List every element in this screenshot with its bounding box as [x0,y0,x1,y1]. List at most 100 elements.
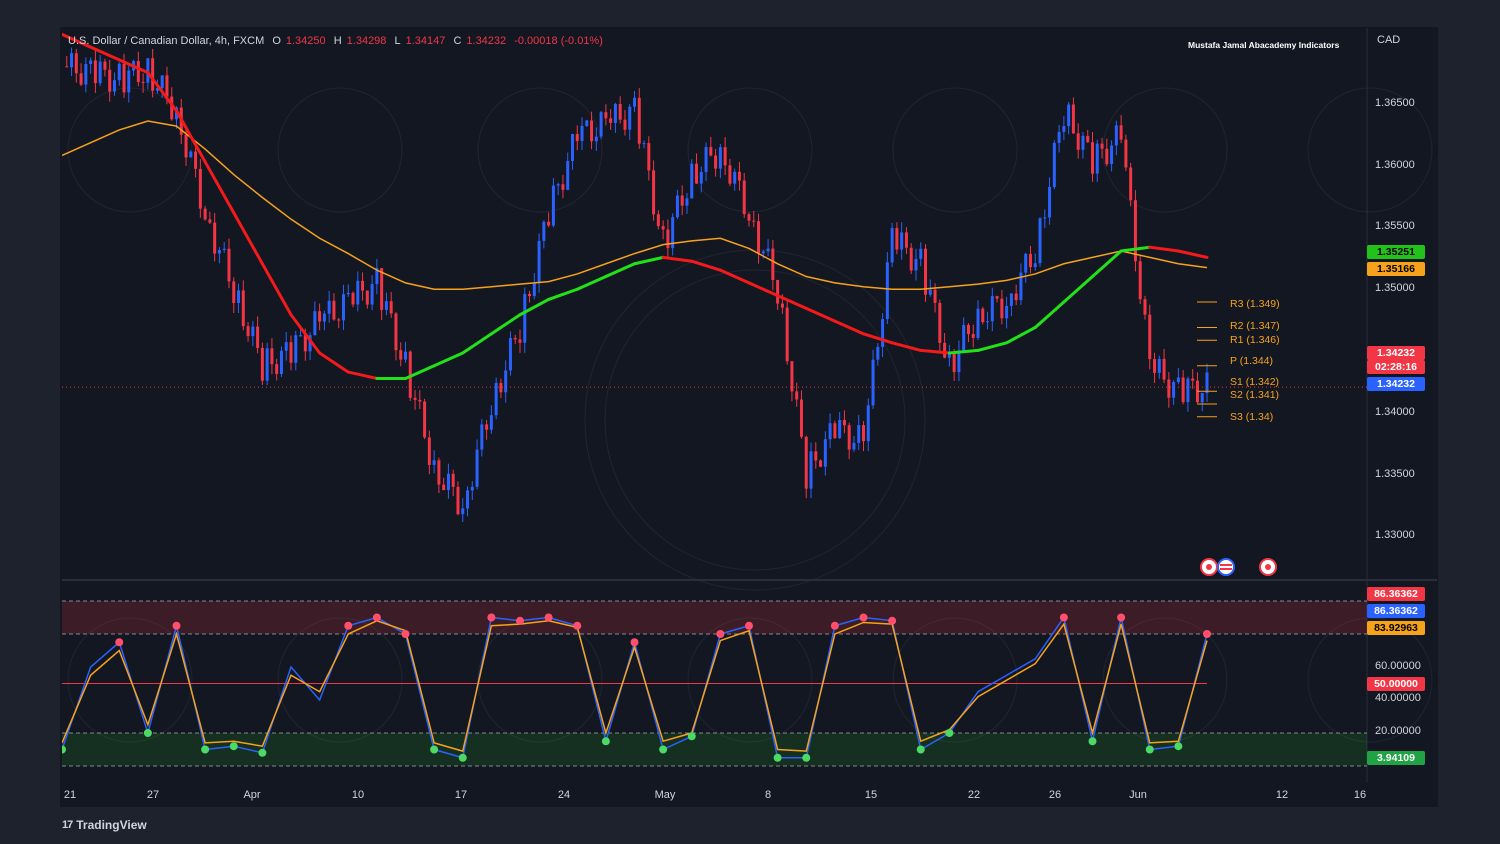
candle[interactable] [613,104,617,123]
oversold-dot[interactable] [601,737,610,746]
candle[interactable] [337,319,341,321]
candle[interactable] [308,335,312,352]
candle[interactable] [666,229,670,249]
overbought-dot[interactable] [115,638,124,647]
flag-icon-canada-2[interactable] [1259,558,1277,576]
ma-trend-segment[interactable] [260,262,293,317]
candle[interactable] [189,151,193,158]
ma-trend-segment[interactable] [404,364,436,380]
oversold-dot[interactable] [1174,742,1183,751]
candle[interactable] [1071,104,1075,134]
candle[interactable] [1076,133,1080,150]
price-pane[interactable] [62,32,1367,523]
candle[interactable] [957,350,961,373]
candle[interactable] [866,405,870,442]
candle[interactable] [1129,167,1133,201]
candle[interactable] [924,248,928,295]
candle[interactable] [847,425,851,450]
candle[interactable] [943,342,947,358]
candle[interactable] [566,160,570,190]
candle[interactable] [585,120,589,126]
ma-trend-segment[interactable] [718,268,751,285]
candle[interactable] [881,319,885,347]
overbought-dot[interactable] [716,630,725,638]
candle[interactable] [499,382,503,393]
candle[interactable] [695,163,699,184]
overbought-dot[interactable] [487,613,496,622]
candle[interactable] [857,425,861,443]
overbought-dot[interactable] [573,621,582,630]
candle[interactable] [270,348,274,365]
candle[interactable] [647,143,651,171]
candle[interactable] [389,301,393,314]
ma-trend-segment[interactable] [518,297,551,317]
candle[interactable] [1024,253,1028,273]
candle[interactable] [819,460,823,467]
candle[interactable] [752,220,756,222]
candle[interactable] [489,415,493,430]
ma-trend-segment[interactable] [1062,275,1094,304]
candle[interactable] [423,401,427,438]
candle[interactable] [1157,358,1161,373]
candle[interactable] [1009,293,1013,306]
candle[interactable] [852,442,856,450]
candle[interactable] [1176,377,1180,383]
candle[interactable] [427,437,431,465]
candle[interactable] [919,248,923,259]
candle[interactable] [761,251,765,254]
symbol-title[interactable]: U.S. Dollar / Canadian Dollar, 4h, FXCM [68,35,265,47]
overbought-dot[interactable] [859,613,868,622]
candle[interactable] [714,155,718,169]
candle[interactable] [1133,200,1137,262]
candle[interactable] [222,248,226,250]
ma-trend-segment[interactable] [489,313,522,336]
candle[interactable] [561,184,565,190]
ma-trend-segment[interactable] [976,341,1009,352]
ma-trend-segment[interactable] [947,348,980,355]
candle[interactable] [628,106,632,130]
candle[interactable] [227,248,231,282]
candle[interactable] [1081,135,1085,150]
candle[interactable] [1143,299,1147,315]
candle[interactable] [556,184,560,186]
candle[interactable] [537,240,541,283]
candle[interactable] [475,449,479,487]
oscillator-pane[interactable] [58,600,1367,767]
ma-trend-segment[interactable] [547,287,579,301]
oversold-dot[interactable] [201,745,210,754]
candle[interactable] [1086,135,1090,143]
ma-trend-segment[interactable] [633,255,665,266]
candle[interactable] [699,171,703,184]
ma-trend-segment[interactable] [175,109,207,164]
candle[interactable] [637,97,641,144]
candle[interactable] [1124,139,1128,168]
candle[interactable] [1043,217,1047,219]
candle[interactable] [217,249,221,254]
ma-trend-segment[interactable] [747,281,780,298]
overbought-dot[interactable] [372,613,381,622]
candle[interactable] [399,350,403,360]
candle[interactable] [380,268,384,310]
candle[interactable] [1153,359,1157,373]
ma-trend-segment[interactable] [804,306,837,323]
candle[interactable] [384,301,388,310]
overbought-dot[interactable] [172,621,181,630]
ma-trend-segment[interactable] [117,58,150,75]
candle[interactable] [904,232,908,248]
candle[interactable] [1172,382,1176,398]
overbought-dot[interactable] [516,616,524,625]
candle[interactable] [771,248,775,281]
candle[interactable] [895,228,899,250]
candle[interactable] [494,382,498,416]
candle[interactable] [1186,378,1190,403]
candle[interactable] [93,60,97,84]
candle[interactable] [723,147,727,166]
ma-trend-segment[interactable] [919,348,951,355]
candle[interactable] [518,339,522,343]
candle[interactable] [79,73,83,85]
candle[interactable] [1005,305,1009,319]
candle[interactable] [1067,104,1071,127]
ma-trend-segment[interactable] [1033,300,1066,329]
candle[interactable] [341,294,345,321]
candle[interactable] [966,324,970,335]
